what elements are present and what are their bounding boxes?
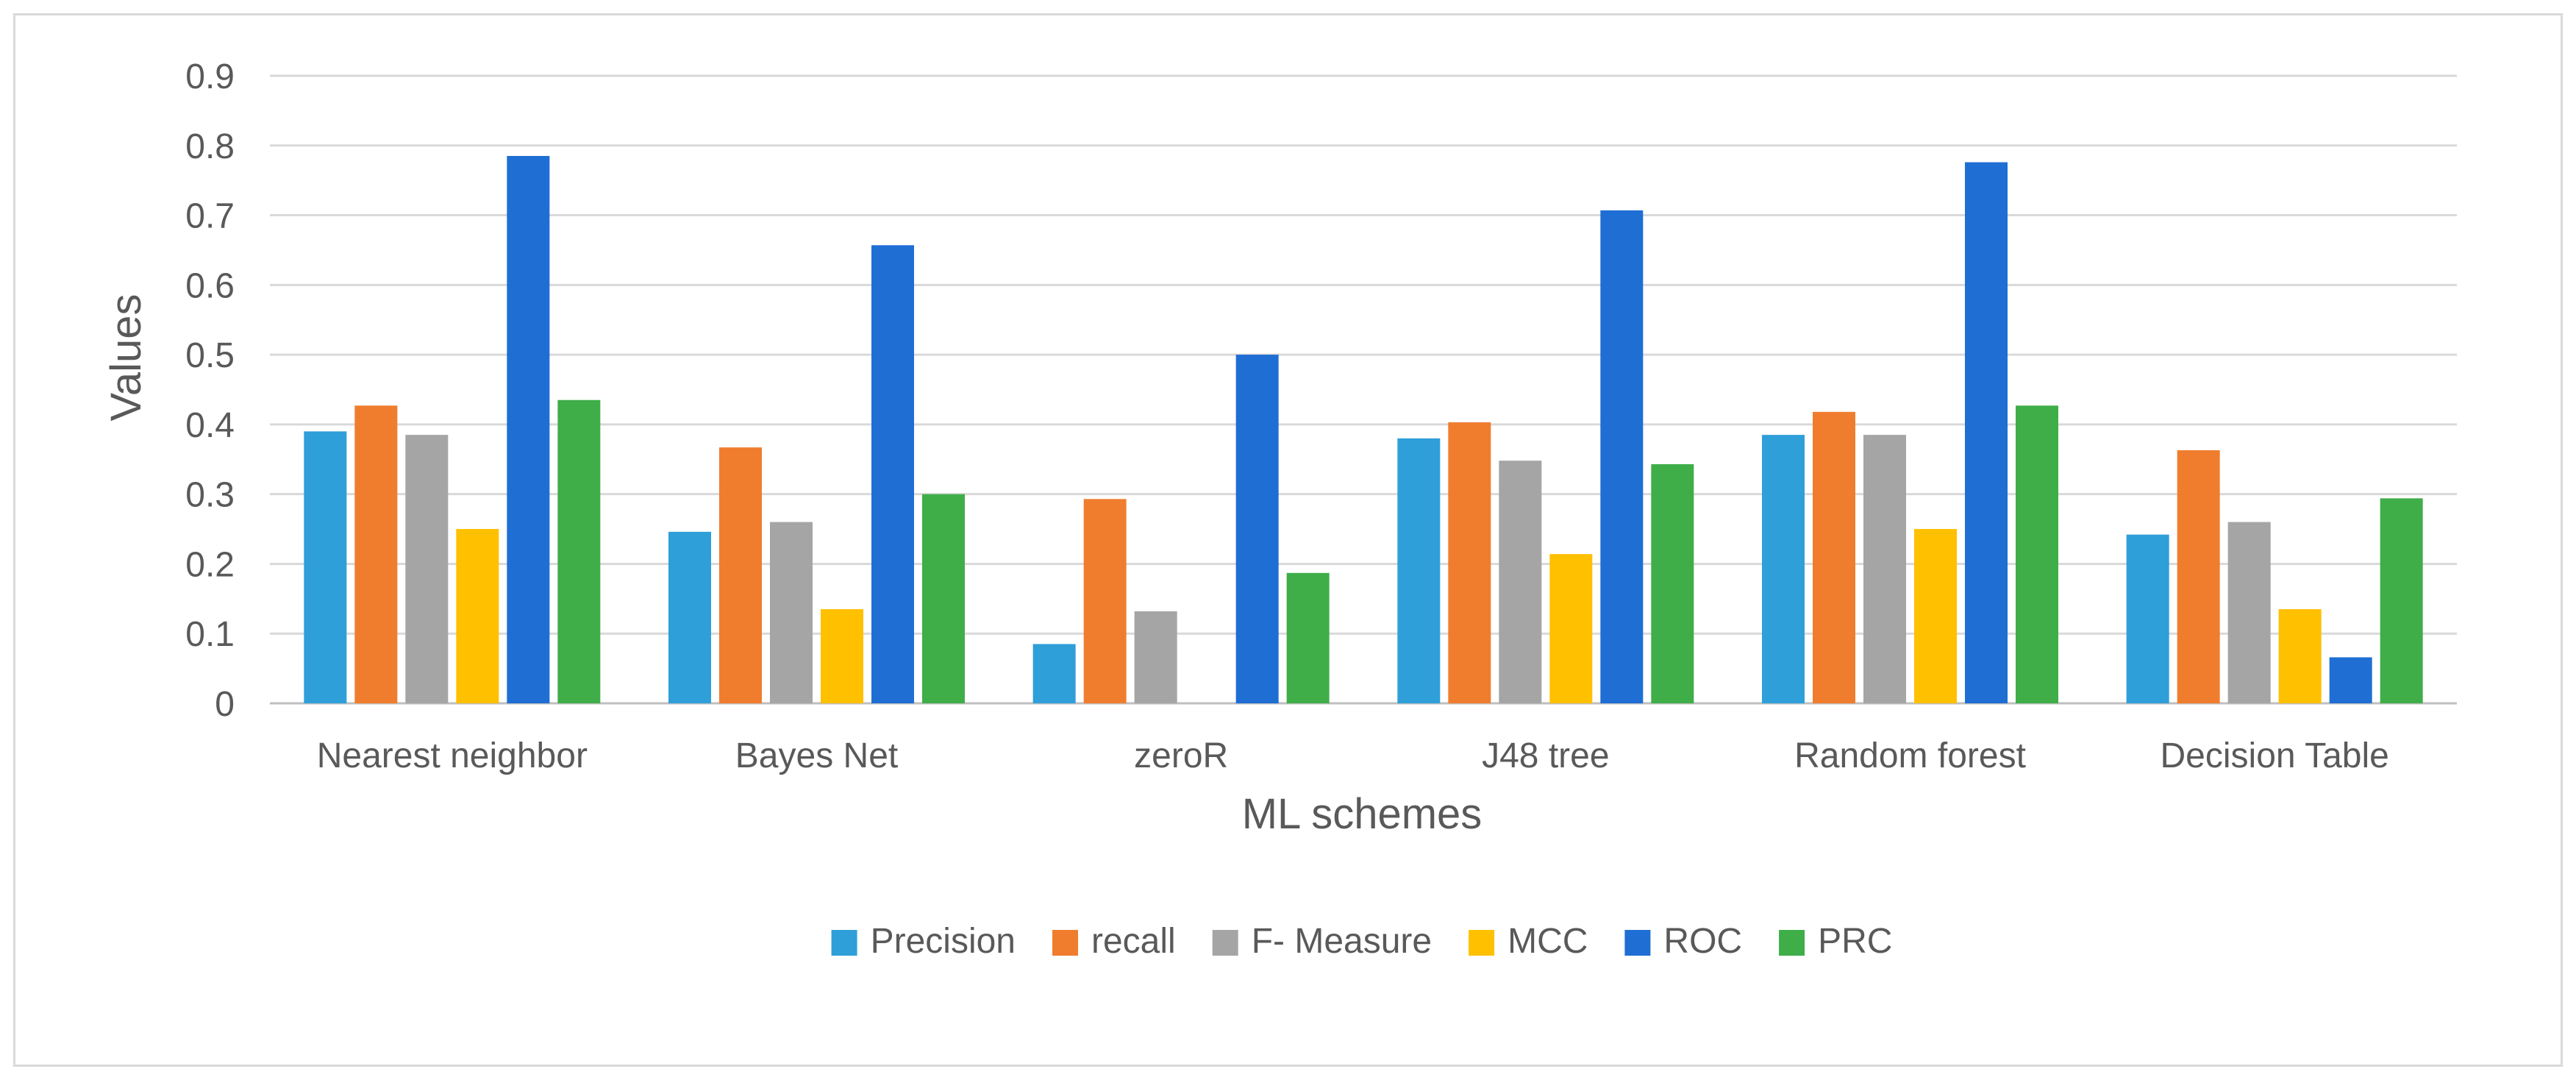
y-axis-title: Values xyxy=(102,294,150,421)
bar-roc xyxy=(2330,657,2372,703)
x-tick-label: Nearest neighbor xyxy=(317,736,588,775)
legend-label: PRC xyxy=(1818,922,1892,961)
y-tick-label: 0.8 xyxy=(185,127,235,166)
x-axis-title: ML schemes xyxy=(1242,790,1483,838)
bar-precision xyxy=(668,532,711,703)
bar-recall xyxy=(1448,422,1491,703)
legend-label: F- Measure xyxy=(1252,922,1432,961)
bar-f-measure xyxy=(1135,611,1177,703)
bar-recall xyxy=(719,447,762,703)
legend-label: ROC xyxy=(1663,922,1742,961)
bar-recall xyxy=(354,405,397,703)
bar-roc xyxy=(871,245,914,703)
legend-swatch xyxy=(1469,930,1494,956)
bar-prc xyxy=(2380,498,2423,703)
bar-mcc xyxy=(821,609,863,703)
legend-label: recall xyxy=(1091,922,1176,961)
chart-frame: 0 0.1 0.2 0.3 0.4 0.5 0.6 0.7 0.8 0.9 Nearest nei… xyxy=(13,13,2563,1067)
bar-prc xyxy=(922,494,965,703)
y-tick-label: 0.7 xyxy=(185,197,235,236)
bar-recall xyxy=(2177,450,2220,703)
bar-prc xyxy=(1651,464,1694,703)
legend: Precision recall F- Measure MCC ROC PRC xyxy=(832,922,1893,961)
bar-prc xyxy=(557,400,600,703)
legend-swatch xyxy=(1779,930,1805,956)
bar-chart: 0 0.1 0.2 0.3 0.4 0.5 0.6 0.7 0.8 0.9 Nearest nei… xyxy=(15,15,2561,1065)
x-tick-label: Random forest xyxy=(1794,736,2026,775)
bar-roc xyxy=(1600,210,1643,703)
legend-swatch xyxy=(832,930,857,956)
bar-f-measure xyxy=(770,522,813,703)
y-tick-label: 0.9 xyxy=(185,57,235,96)
bar-mcc xyxy=(456,529,499,703)
y-tick-label: 0.1 xyxy=(185,615,235,654)
x-tick-label: zeroR xyxy=(1134,736,1228,775)
y-tick-label: 0.3 xyxy=(185,476,235,515)
y-tick-label: 0.2 xyxy=(185,545,235,584)
y-tick-label: 0 xyxy=(215,685,235,724)
y-axis-ticks: 0 0.1 0.2 0.3 0.4 0.5 0.6 0.7 0.8 0.9 xyxy=(185,57,235,724)
legend-label: MCC xyxy=(1508,922,1588,961)
bar-mcc xyxy=(1914,529,1957,703)
bar-mcc xyxy=(1549,554,1592,703)
x-tick-label: Decision Table xyxy=(2161,736,2389,775)
bar-prc xyxy=(2016,405,2058,703)
bar-f-measure xyxy=(2228,522,2271,703)
bar-f-measure xyxy=(1863,435,1906,703)
bar-precision xyxy=(1033,644,1076,703)
x-tick-label: J48 tree xyxy=(1482,736,1609,775)
legend-swatch xyxy=(1624,930,1650,956)
bar-precision xyxy=(2127,535,2169,703)
bars xyxy=(304,156,2422,703)
y-tick-label: 0.4 xyxy=(185,406,235,445)
bar-roc xyxy=(1236,355,1279,703)
bar-roc xyxy=(1965,163,2008,703)
y-tick-label: 0.6 xyxy=(185,266,235,305)
bar-recall xyxy=(1813,412,1855,703)
bar-roc xyxy=(507,156,549,703)
bar-mcc xyxy=(2279,609,2322,703)
bar-precision xyxy=(304,431,346,703)
x-tick-label: Bayes Net xyxy=(735,736,898,775)
y-tick-label: 0.5 xyxy=(185,336,235,375)
legend-swatch xyxy=(1213,930,1238,956)
x-axis-ticks: Nearest neighbor Bayes Net zeroR J48 tree Ra… xyxy=(317,736,2389,775)
bar-f-measure xyxy=(1499,461,1541,703)
bar-recall xyxy=(1084,499,1127,703)
legend-label: Precision xyxy=(871,922,1016,961)
bar-precision xyxy=(1762,435,1805,703)
bar-prc xyxy=(1287,573,1330,703)
bar-f-measure xyxy=(405,435,448,703)
legend-swatch xyxy=(1052,930,1078,956)
bar-precision xyxy=(1397,438,1440,703)
